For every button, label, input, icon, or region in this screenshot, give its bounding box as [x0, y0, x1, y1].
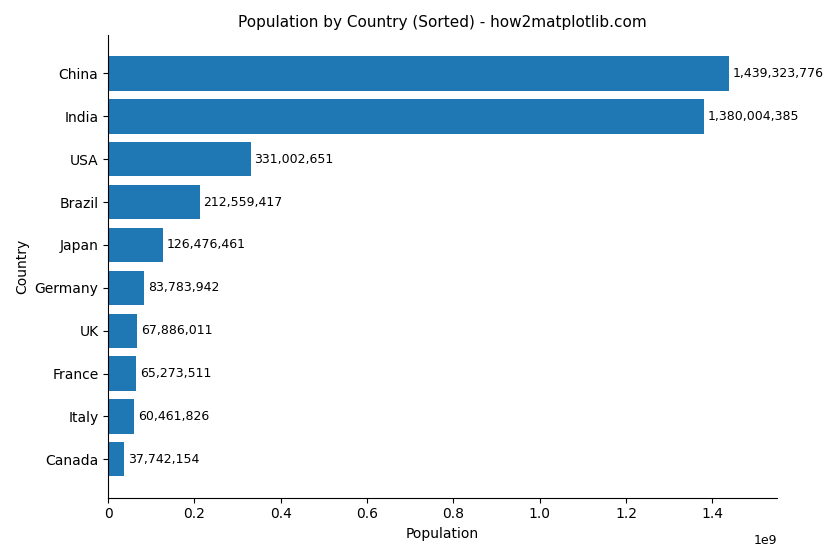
Text: 331,002,651: 331,002,651: [255, 153, 333, 166]
Bar: [108, 314, 138, 348]
Text: 37,742,154: 37,742,154: [128, 453, 199, 466]
Text: 83,783,942: 83,783,942: [148, 281, 219, 295]
Bar: [108, 57, 729, 91]
Bar: [108, 270, 144, 305]
Text: 126,476,461: 126,476,461: [166, 239, 245, 251]
Bar: [108, 99, 704, 133]
Bar: [108, 185, 200, 220]
Text: 60,461,826: 60,461,826: [138, 410, 209, 423]
Text: 212,559,417: 212,559,417: [203, 195, 282, 209]
Y-axis label: Country: Country: [15, 239, 29, 294]
Bar: [108, 399, 134, 433]
Bar: [108, 442, 124, 477]
X-axis label: Population: Population: [406, 527, 479, 541]
Text: 1,380,004,385: 1,380,004,385: [707, 110, 799, 123]
Text: 65,273,511: 65,273,511: [139, 367, 211, 380]
Bar: [108, 357, 136, 391]
Bar: [108, 142, 251, 176]
Title: Population by Country (Sorted) - how2matplotlib.com: Population by Country (Sorted) - how2mat…: [239, 15, 647, 30]
Text: 1e9: 1e9: [753, 534, 777, 548]
Text: 1,439,323,776: 1,439,323,776: [732, 67, 824, 80]
Bar: [108, 228, 163, 262]
Text: 67,886,011: 67,886,011: [141, 324, 213, 337]
